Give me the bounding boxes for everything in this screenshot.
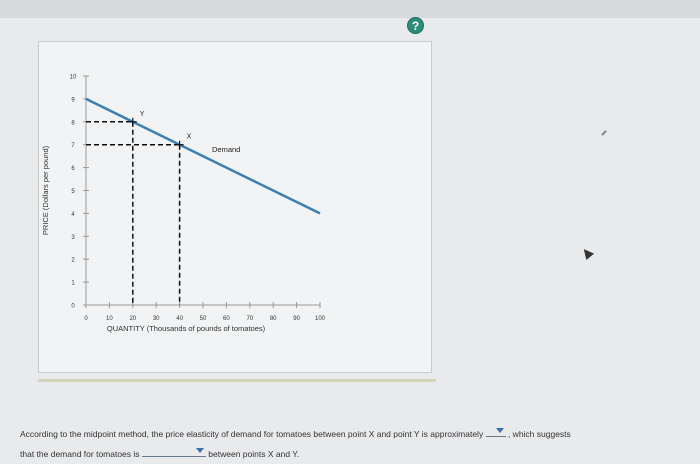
y-tick-label: 0 [71,304,75,310]
y-tick-label: 6 [71,166,75,172]
x-tick-label: 30 [153,316,160,322]
help-button[interactable]: ? [407,17,424,34]
chevron-down-icon [495,428,504,433]
x-tick-label: 20 [129,316,136,322]
question-part-2: , which suggests [507,429,571,439]
x-tick-label: 0 [84,316,88,322]
point-label: X [187,134,192,141]
y-axis-label: PRICE (Dollars per pound) [41,145,50,235]
x-tick-label: 80 [270,316,277,322]
x-tick-label: 70 [246,316,253,322]
question-part-4: between points X and Y. [208,449,300,459]
x-tick-label: 10 [106,316,113,322]
y-tick-label: 7 [71,143,75,149]
y-tick-label: 2 [71,258,75,264]
question-text: According to the midpoint method, the pr… [20,424,690,464]
y-tick-label: 8 [71,120,75,126]
y-tick-label: 9 [71,97,75,103]
y-tick-label: 10 [70,75,77,81]
elasticity-dropdown[interactable] [485,426,506,437]
x-tick-label: 100 [315,316,326,322]
y-tick-label: 4 [71,212,75,218]
chevron-down-icon [195,448,204,453]
point-label: Y [140,111,145,118]
demand-line [85,97,321,215]
y-tick-label: 5 [71,189,75,195]
x-tick-label: 50 [200,316,207,322]
x-tick-label: 40 [176,316,183,322]
question-part-1: According to the midpoint method, the pr… [20,429,484,439]
question-part-3: that the demand for tomatoes is [20,449,140,459]
demand-label: Demand [212,145,240,154]
help-icon: ? [411,19,420,33]
x-axis-label: QUANTITY (Thousands of pounds of tomatoe… [107,324,266,333]
demand-type-dropdown[interactable] [141,446,206,457]
x-tick-label: 90 [293,316,300,322]
y-tick-label: 3 [71,235,75,241]
x-tick-label: 60 [223,316,230,322]
top-bar [0,0,700,18]
graph-panel [38,41,432,373]
divider [38,379,436,382]
y-tick-label: 1 [71,281,75,287]
